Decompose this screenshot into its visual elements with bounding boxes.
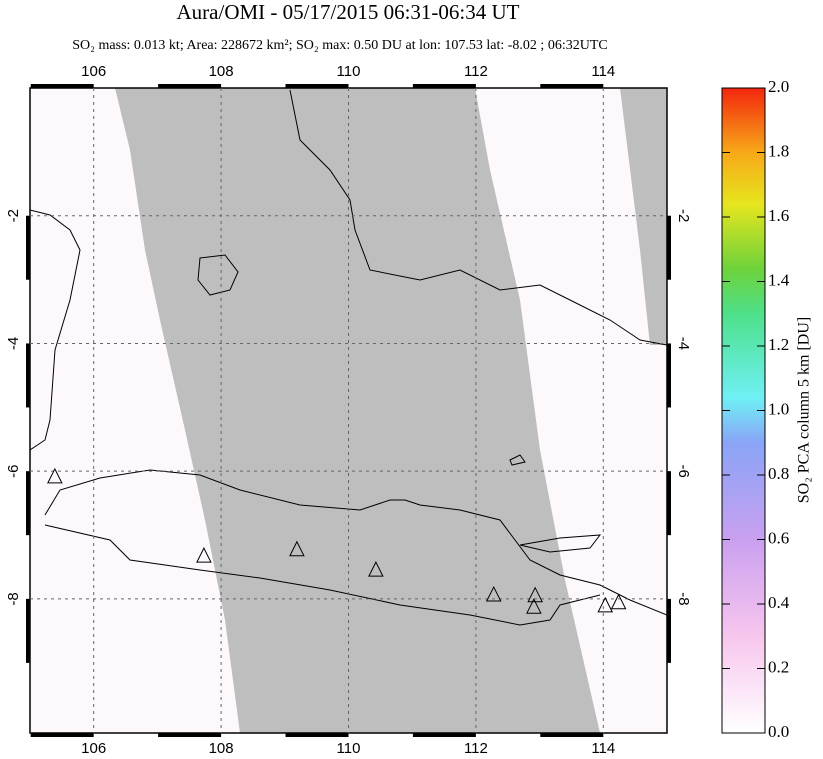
colorbar-tick-label: 2.0 xyxy=(768,77,789,96)
tick-mark xyxy=(285,84,349,88)
colorbar-tick-label: 1.6 xyxy=(768,206,789,225)
colorbar-tick-label: 0.2 xyxy=(768,657,789,676)
coastline xyxy=(289,89,667,346)
colorbar-tick-label: 0.6 xyxy=(768,528,789,547)
coastline xyxy=(44,469,667,626)
tick-mark xyxy=(158,84,222,88)
x-tick-label: 110 xyxy=(337,740,361,757)
colorbar-label: SO₂ PCA column 5 km [DU] xyxy=(796,317,813,503)
volcano-marker xyxy=(597,596,614,613)
y-tick-label: -6 xyxy=(5,464,22,477)
y-tick-label: -4 xyxy=(675,337,692,350)
volcano-marker xyxy=(47,467,63,484)
tick-mark xyxy=(26,471,30,536)
tick-mark xyxy=(667,598,671,663)
y-tick-label: -6 xyxy=(675,464,692,477)
chart-title: Aura/OMI - 05/17/2015 06:31-06:34 UT xyxy=(177,0,520,24)
coastline xyxy=(30,209,81,451)
tick-mark xyxy=(30,84,94,88)
subtitle: SO₂ mass: 0.013 kt; Area: 228672 km²; SO… xyxy=(72,38,607,53)
volcano-marker xyxy=(289,540,305,557)
coastline xyxy=(197,254,239,296)
tick-mark xyxy=(667,471,671,536)
x-tick-label: 112 xyxy=(464,740,488,757)
x-tick-label: 108 xyxy=(209,740,234,757)
colorbar-tick-label: 1.0 xyxy=(768,399,789,418)
tick-mark xyxy=(26,215,30,280)
coastline xyxy=(509,454,526,466)
colorbar-tick-label: 1.4 xyxy=(768,270,790,289)
y-tick-label: -4 xyxy=(5,337,22,350)
x-tick-label: 114 xyxy=(591,740,615,757)
colorbar-tick-label: 1.2 xyxy=(768,335,789,354)
colorbar-tick-label: 0.4 xyxy=(768,593,790,612)
y-tick-label: -8 xyxy=(675,592,692,605)
y-tick-label: -2 xyxy=(5,209,22,222)
x-tick-label: 108 xyxy=(209,63,234,80)
y-tick-label: -8 xyxy=(5,592,22,605)
x-tick-label: 106 xyxy=(81,63,106,80)
tick-mark xyxy=(26,598,30,663)
tick-mark xyxy=(540,733,604,737)
colorbar-tick-label: 0.8 xyxy=(768,464,789,483)
y-tick-label: -2 xyxy=(675,209,692,222)
x-tick-label: 114 xyxy=(591,63,615,80)
volcano-marker xyxy=(368,561,384,577)
tick-mark xyxy=(667,343,671,408)
coastline xyxy=(519,534,602,553)
tick-mark xyxy=(412,733,476,737)
tick-mark xyxy=(30,733,94,737)
volcano-marker xyxy=(196,546,212,563)
x-tick-label: 110 xyxy=(337,63,361,80)
volcano-marker xyxy=(526,598,542,614)
volcano-marker xyxy=(485,585,502,602)
tick-mark xyxy=(412,84,476,88)
colorbar-tick-label: 1.8 xyxy=(768,141,789,160)
tick-mark xyxy=(26,343,30,408)
tick-mark xyxy=(540,84,604,88)
colorbar-tick-label: 0.0 xyxy=(768,722,789,741)
no-data-swath xyxy=(620,88,667,345)
tick-mark xyxy=(158,733,222,737)
tick-mark xyxy=(667,215,671,280)
no-data-swath xyxy=(115,88,600,733)
tick-mark xyxy=(285,733,349,737)
x-tick-label: 112 xyxy=(464,63,488,80)
x-tick-label: 106 xyxy=(81,740,106,757)
volcano-marker xyxy=(610,593,627,610)
